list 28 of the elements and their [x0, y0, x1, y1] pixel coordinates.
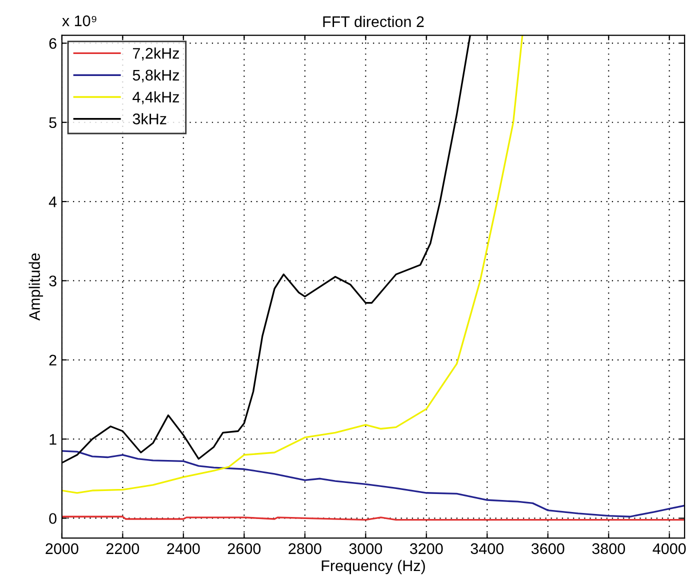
- x-tick-label: 4000: [652, 543, 686, 554]
- y-tick-label: 6: [49, 38, 56, 49]
- x-tick-label: 2200: [106, 543, 140, 554]
- legend-label: 5,8kHz: [132, 69, 179, 82]
- y-tick-label: 0: [49, 513, 56, 524]
- legend-label: 3kHz: [132, 113, 166, 124]
- x-tick-label: 2000: [46, 543, 78, 554]
- chart-title: FFT direction 2: [323, 16, 424, 28]
- x-tick-label: 3200: [410, 543, 443, 554]
- x-tick-label: 2800: [288, 543, 322, 554]
- line-series: [62, 35, 524, 494]
- y-tick-label: 1: [50, 434, 56, 445]
- legend-label: 4,4kHz: [132, 91, 179, 104]
- legend-label: 7,2kHz: [132, 48, 179, 61]
- line-series: [62, 450, 685, 518]
- y-axis-title: Amplitude: [28, 253, 44, 321]
- x-tick-label: 3000: [349, 543, 382, 554]
- y-tick-label: 5: [49, 117, 56, 128]
- x-tick-label: 3400: [470, 543, 504, 554]
- x-tick-label: 2600: [228, 543, 261, 554]
- x-tick-label: 3600: [531, 543, 564, 554]
- y-tick-label: 4: [48, 196, 57, 208]
- y-tick-label: 2: [49, 354, 56, 366]
- y-tick-label: 3: [49, 276, 56, 286]
- x-axis-title: Frequency (Hz): [322, 560, 425, 574]
- text: x 10⁹: [62, 15, 96, 26]
- x-tick-label: 2400: [167, 543, 200, 554]
- x-tick-label: 3800: [592, 543, 626, 554]
